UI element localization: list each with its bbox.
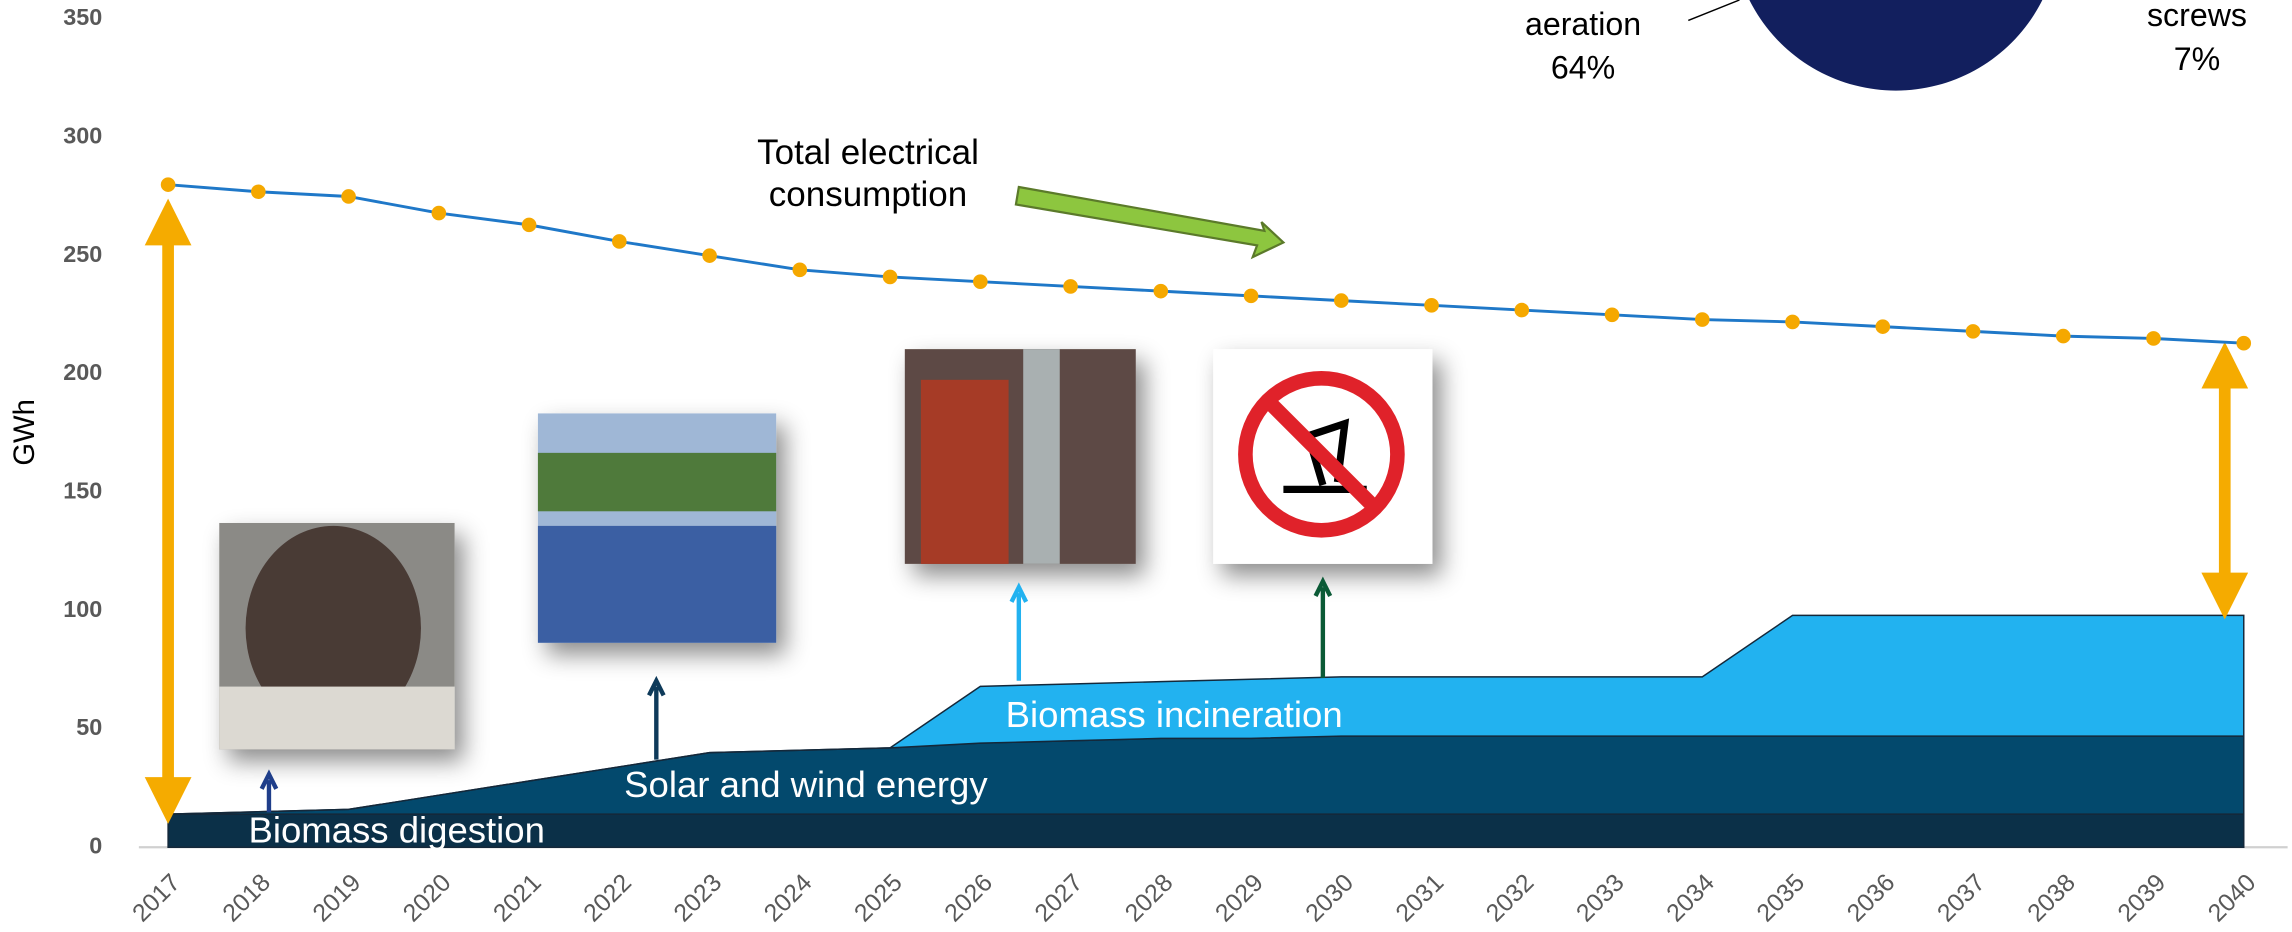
marker <box>1334 293 1349 308</box>
y-tick-label: 150 <box>63 477 102 503</box>
pie: aeration 64% screws 7% <box>1525 0 2247 91</box>
plot: 0 50 100 150 200 250 300 350 2017 2018 2019 2020 202… <box>63 4 2287 927</box>
x-tick-label: 2036 <box>1842 869 1900 927</box>
marker <box>1424 298 1439 313</box>
pie-label: screws <box>2147 0 2247 33</box>
marker <box>251 184 266 199</box>
x-tick-label: 2021 <box>489 869 547 927</box>
y-tick-label: 250 <box>63 241 102 267</box>
marker <box>341 189 356 204</box>
marker <box>1875 319 1890 334</box>
x-tick-label: 2034 <box>1662 869 1720 927</box>
x-tick-label: 2031 <box>1391 869 1449 927</box>
x-tick-label: 2040 <box>2203 869 2261 927</box>
marker <box>1785 315 1800 330</box>
line-layer <box>161 177 2251 350</box>
area <box>168 736 2244 814</box>
y-tick-label: 100 <box>63 596 102 622</box>
photo-incinerator <box>905 349 1136 564</box>
line <box>168 185 2244 344</box>
y-tick-label: 200 <box>63 359 102 385</box>
x-tick-label: 2037 <box>1933 869 1991 927</box>
x-tick-label: 2022 <box>579 869 637 927</box>
marker <box>1966 324 1981 339</box>
x-tick-label: 2027 <box>1030 869 1088 927</box>
x-tick-label: 2028 <box>1120 869 1178 927</box>
x-tick-label: 2024 <box>759 869 817 927</box>
x-tick-label: 2025 <box>850 869 908 927</box>
photo-solar <box>538 413 776 642</box>
trend-arrow <box>1016 187 1283 257</box>
y-tick-label: 0 <box>89 832 102 858</box>
pie-label: aeration <box>1525 6 1641 42</box>
x-tick-label: 2026 <box>940 869 998 927</box>
x-tick-label: 2018 <box>218 869 276 927</box>
y-tick-label: 350 <box>63 4 102 30</box>
leader-line <box>1688 0 1739 20</box>
marker <box>2236 336 2251 351</box>
photo-digester <box>219 523 454 749</box>
chart: aeration 64% screws 7% GWh 0 50 100 150 200 250 3… <box>0 0 2292 932</box>
pointer-arrow <box>649 681 664 760</box>
marker <box>1514 303 1529 318</box>
marker <box>522 218 537 233</box>
line-annotation: Total electrical consumption <box>718 132 1018 216</box>
marker <box>1605 308 1620 323</box>
pointer-arrow <box>1012 587 1027 680</box>
marker <box>2146 331 2161 346</box>
marker <box>702 248 717 263</box>
no-oil-sign <box>1213 349 1432 564</box>
x-tick-label: 2032 <box>1481 869 1539 927</box>
x-tick-label: 2020 <box>398 869 456 927</box>
x-tick-label: 2033 <box>1572 869 1630 927</box>
marker <box>1244 289 1259 304</box>
y-tick-label: 50 <box>76 714 102 740</box>
x-tick-label: 2030 <box>1301 869 1359 927</box>
pointer-arrow <box>1316 581 1331 677</box>
marker <box>883 270 898 285</box>
marker <box>1153 284 1168 299</box>
x-tick-label: 2029 <box>1211 869 1269 927</box>
x-tick-label: 2039 <box>2113 869 2171 927</box>
x-tick-label: 2023 <box>669 869 727 927</box>
marker <box>432 206 447 221</box>
marker <box>973 274 988 289</box>
pie-slice <box>1732 0 2059 91</box>
x-tick-label: 2019 <box>308 869 366 927</box>
pointer-arrow <box>262 774 277 812</box>
marker <box>1063 279 1078 294</box>
area-label: Biomass digestion <box>248 809 544 850</box>
y-axis-label: GWh <box>9 399 41 466</box>
page: aeration 64% screws 7% GWh 0 50 100 150 200 250 3… <box>0 0 2292 932</box>
marker <box>793 263 808 278</box>
y-tick-label: 300 <box>63 122 102 148</box>
marker <box>612 234 627 249</box>
x-tick-label: 2038 <box>2023 869 2081 927</box>
x-tick-label: 2035 <box>1752 869 1810 927</box>
marker <box>2056 329 2071 344</box>
pie-value-label: 64% <box>1551 50 1615 86</box>
pie-value-label: 7% <box>2174 41 2220 77</box>
x-tick-label: 2017 <box>128 869 186 927</box>
marker <box>1695 312 1710 327</box>
marker <box>161 177 176 192</box>
area-label: Solar and wind energy <box>624 764 988 805</box>
area-label: Biomass incineration <box>1006 694 1343 735</box>
